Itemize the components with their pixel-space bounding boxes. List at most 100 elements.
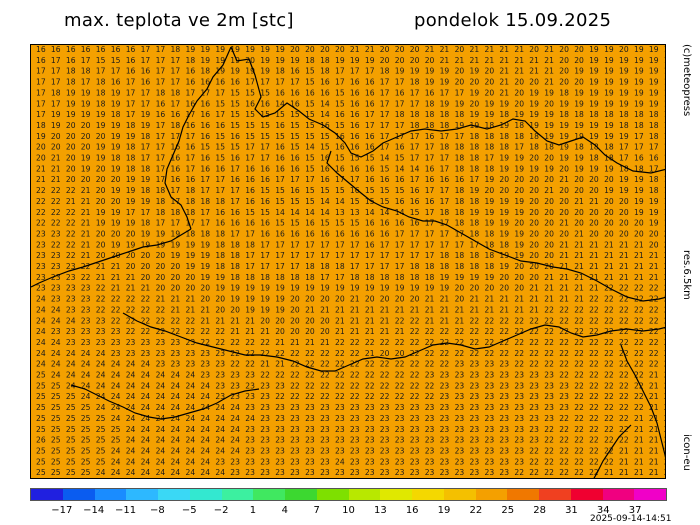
- temperature-value: 16: [350, 121, 360, 130]
- temperature-value: 17: [440, 240, 450, 249]
- temperature-value: 22: [320, 381, 330, 390]
- temperature-value: 16: [200, 78, 210, 87]
- temperature-value: 17: [141, 45, 151, 54]
- temperature-value: 18: [604, 143, 614, 152]
- temperature-value: 22: [604, 349, 614, 358]
- temperature-value: 19: [649, 45, 659, 54]
- temperature-value: 17: [126, 110, 136, 119]
- temperature-value: 24: [200, 446, 210, 455]
- temperature-value: 25: [81, 403, 91, 412]
- temperature-value: 16: [171, 110, 181, 119]
- temperature-value: 21: [649, 392, 659, 401]
- temperature-value: 22: [529, 360, 539, 369]
- temperature-value: 19: [260, 305, 270, 314]
- temperature-value: 18: [485, 251, 495, 260]
- temperature-value: 21: [619, 446, 629, 455]
- temperature-value: 21: [544, 186, 554, 195]
- temperature-value: 22: [559, 327, 569, 336]
- temperature-value: 23: [365, 414, 375, 423]
- temperature-value: 19: [514, 229, 524, 238]
- temperature-value: 17: [380, 78, 390, 87]
- temperature-value: 17: [619, 143, 629, 152]
- temperature-value: 24: [186, 446, 196, 455]
- colorbar-segment: [158, 489, 190, 500]
- temperature-value: 19: [634, 175, 644, 184]
- border-west: [164, 46, 232, 230]
- temperature-value: 23: [395, 436, 405, 445]
- temperature-value: 17: [230, 197, 240, 206]
- temperature-value: 14: [320, 110, 330, 119]
- temperature-value: 20: [529, 219, 539, 228]
- temperature-value: 23: [455, 392, 465, 401]
- temperature-value: 20: [111, 229, 121, 238]
- temperature-value: 23: [440, 436, 450, 445]
- temperature-value: 18: [320, 56, 330, 65]
- temperature-value: 23: [559, 403, 569, 412]
- temperature-value: 22: [335, 349, 345, 358]
- temperature-value: 19: [126, 132, 136, 141]
- temperature-value: 19: [499, 121, 509, 130]
- temperature-value: 24: [126, 425, 136, 434]
- temperature-value: 21: [111, 284, 121, 293]
- temperature-value: 16: [186, 78, 196, 87]
- temperature-value: 23: [66, 305, 76, 314]
- temperature-value: 22: [559, 425, 569, 434]
- temperature-value: 22: [589, 468, 599, 477]
- temperature-value: 18: [365, 273, 375, 282]
- temperature-value: 19: [111, 132, 121, 141]
- temperature-value: 15: [365, 154, 375, 163]
- temperature-value: 20: [529, 273, 539, 282]
- temperature-value: 15: [260, 110, 270, 119]
- temperature-value: 18: [664, 121, 666, 130]
- temperature-value: 21: [574, 229, 584, 238]
- temperature-value: 16: [290, 67, 300, 76]
- temperature-value: 19: [425, 78, 435, 87]
- map-canvas: 16 16 16 16 16 16 16 17 17 18 19 19 19 19 19 19 19 20 20 20…: [31, 45, 666, 478]
- temperature-value: 16: [305, 229, 315, 238]
- temperature-value: 22: [260, 371, 270, 380]
- temperature-value: 22: [395, 360, 405, 369]
- temperature-value: 19: [649, 67, 659, 76]
- temperature-value: 19: [275, 284, 285, 293]
- temperature-value: 17: [380, 251, 390, 260]
- temperature-value: 19: [619, 56, 629, 65]
- temperature-value: 22: [529, 457, 539, 466]
- temperature-value: 15: [305, 132, 315, 141]
- temperature-value: 24: [96, 381, 106, 390]
- temperature-value: 22: [305, 360, 315, 369]
- temperature-value: 20: [126, 262, 136, 271]
- temperature-value: 23: [514, 371, 524, 380]
- temperature-value: 17: [81, 56, 91, 65]
- temperature-value: 23: [455, 371, 465, 380]
- temperature-value: 20: [171, 273, 181, 282]
- temperature-value: 16: [200, 164, 210, 173]
- temperature-value: 21: [96, 273, 106, 282]
- temperature-value: 15: [230, 143, 240, 152]
- temperature-value: 19: [559, 132, 569, 141]
- temperature-value: 16: [51, 45, 61, 54]
- temperature-value: 17: [395, 262, 405, 271]
- temperature-value: 20: [290, 45, 300, 54]
- temperature-value: 22: [604, 371, 614, 380]
- temperature-value: 20: [410, 295, 420, 304]
- temperature-value: 24: [36, 327, 46, 336]
- temperature-value: 21: [156, 295, 166, 304]
- temperature-value: 22: [395, 316, 405, 325]
- temperature-value: 17: [260, 262, 270, 271]
- temperature-value: 24: [156, 468, 166, 477]
- temperature-value: 16: [36, 45, 46, 54]
- temperature-value: 20: [126, 229, 136, 238]
- temperature-value: 17: [335, 251, 345, 260]
- temperature-value: 17: [380, 110, 390, 119]
- temperature-value: 17: [455, 229, 465, 238]
- temperature-value: 20: [634, 219, 644, 228]
- temperature-value: 16: [290, 99, 300, 108]
- temperature-value: 24: [230, 403, 240, 412]
- temperature-value: 22: [529, 468, 539, 477]
- temperature-value: 18: [440, 208, 450, 217]
- temperature-value: 19: [335, 56, 345, 65]
- temperature-value: 20: [619, 45, 629, 54]
- temperature-value: 18: [215, 262, 225, 271]
- temperature-value: 24: [126, 381, 136, 390]
- temperature-value: 21: [664, 371, 666, 380]
